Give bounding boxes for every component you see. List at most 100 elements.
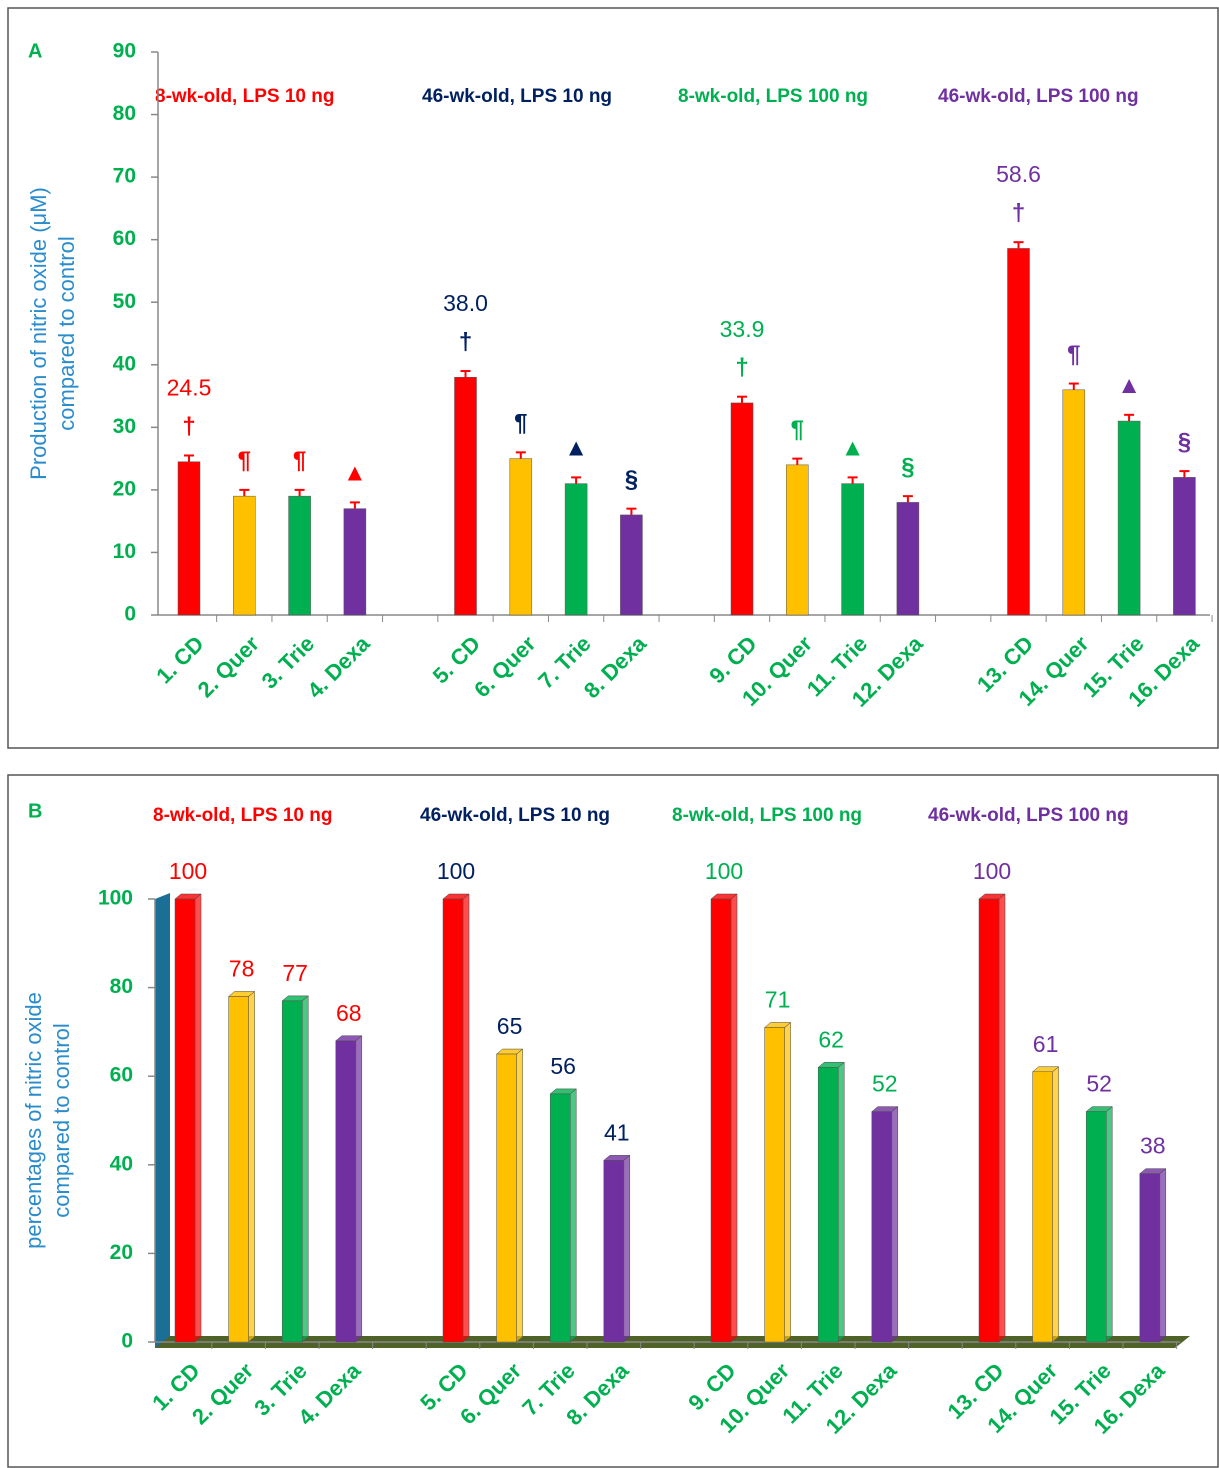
value-label: 58.6 — [996, 161, 1041, 187]
legend-entry: 8-wk-old, LPS 100 ng — [678, 86, 868, 107]
panel-label: A — [28, 40, 42, 62]
bar-side — [623, 1154, 631, 1343]
bar — [603, 1160, 625, 1343]
y-tick-label: 80 — [113, 102, 136, 125]
bar-side — [194, 893, 202, 1343]
y-tick-label: 20 — [113, 477, 136, 500]
bar-side — [462, 893, 470, 1343]
bar-side — [355, 1035, 363, 1343]
bar-side — [569, 1088, 577, 1343]
legend-entry: 46-wk-old, LPS 100 ng — [938, 86, 1139, 107]
bar-side — [891, 1106, 899, 1343]
bar — [710, 898, 732, 1343]
value-label: 100 — [437, 858, 475, 884]
bar — [442, 898, 464, 1343]
value-label: 41 — [604, 1119, 630, 1145]
y-axis-title: compared to control — [54, 236, 79, 430]
bar — [343, 508, 367, 616]
bar — [896, 502, 920, 616]
y-tick-label: 40 — [113, 352, 136, 375]
legend-entry: 46-wk-old, LPS 10 ng — [420, 805, 610, 826]
bar — [1173, 477, 1196, 616]
bar-side — [784, 1021, 791, 1343]
significance-symbol: ▲ — [564, 435, 588, 462]
bar — [288, 495, 311, 616]
x-tick-label: 6. Quer — [455, 1358, 527, 1430]
x-tick-label: 2. Quer — [187, 1358, 259, 1430]
bar — [233, 495, 256, 616]
value-label: 52 — [872, 1071, 898, 1097]
x-tick-label: 2. Quer — [193, 631, 265, 703]
bar — [817, 1067, 839, 1343]
value-label: 77 — [282, 960, 308, 986]
value-label: 100 — [705, 858, 743, 884]
significance-symbol: ¶ — [791, 416, 804, 443]
legend-entry: 8-wk-old, LPS 10 ng — [153, 805, 332, 826]
bar-side — [1105, 1106, 1113, 1343]
y-tick-label: 0 — [124, 603, 136, 626]
bar — [1139, 1173, 1161, 1343]
x-tick-label: 8. Dexa — [579, 630, 652, 703]
value-label: 56 — [550, 1053, 576, 1079]
bar — [1007, 248, 1030, 616]
bar — [786, 464, 809, 616]
bar-side — [1159, 1168, 1167, 1343]
bar — [177, 461, 201, 616]
significance-symbol: † — [459, 328, 472, 355]
bar — [564, 483, 588, 616]
value-label: 100 — [973, 858, 1011, 884]
significance-symbol: ¶ — [293, 447, 306, 474]
bar-side — [837, 1061, 845, 1343]
y-tick-label: 70 — [113, 165, 136, 188]
bar-side — [998, 893, 1006, 1343]
y-tick-label: 30 — [113, 415, 136, 438]
value-label: 71 — [765, 987, 791, 1013]
y-axis-title: Production of nitric oxide (μM) — [26, 187, 51, 480]
y-tick-label: 60 — [113, 227, 136, 250]
bar — [1062, 389, 1086, 616]
value-label: 78 — [229, 956, 255, 982]
significance-symbol: § — [625, 466, 638, 493]
significance-symbol: ▲ — [1117, 372, 1141, 399]
bar — [335, 1040, 357, 1343]
value-label: 62 — [818, 1026, 844, 1052]
back-wall — [155, 893, 170, 1348]
bar — [620, 514, 643, 616]
y-tick-label: 100 — [98, 887, 133, 910]
value-label: 65 — [497, 1013, 523, 1039]
y-tick-label: 20 — [110, 1241, 133, 1264]
legend-entry: 8-wk-old, LPS 100 ng — [672, 805, 862, 826]
bar — [174, 898, 196, 1343]
y-tick-label: 0 — [121, 1330, 133, 1353]
bar — [509, 458, 533, 616]
value-label: 61 — [1033, 1031, 1059, 1057]
y-tick-label: 80 — [110, 975, 133, 998]
significance-symbol: ▲ — [841, 435, 865, 462]
legend-entry: 46-wk-old, LPS 10 ng — [422, 86, 612, 107]
legend-entry: 8-wk-old, LPS 10 ng — [155, 86, 334, 107]
bar — [228, 996, 249, 1343]
significance-symbol: ¶ — [1067, 341, 1080, 368]
value-label: 38 — [1140, 1133, 1166, 1159]
bar — [1117, 420, 1141, 616]
bar-side — [301, 995, 309, 1343]
bar — [730, 402, 754, 616]
significance-symbol: § — [1178, 428, 1191, 455]
value-label: 33.9 — [720, 316, 765, 342]
y-axis-title: percentages of nitric oxide — [21, 992, 46, 1249]
significance-symbol: † — [1012, 200, 1025, 227]
panel-frame — [7, 7, 1219, 749]
value-label: 24.5 — [167, 375, 212, 401]
bar — [841, 483, 864, 616]
bar — [1085, 1111, 1107, 1343]
bar-side — [248, 990, 255, 1343]
y-tick-label: 10 — [113, 540, 136, 563]
significance-symbol: § — [901, 453, 914, 480]
y-tick-label: 90 — [113, 40, 136, 63]
value-label: 52 — [1086, 1071, 1112, 1097]
bar — [549, 1093, 571, 1343]
significance-symbol: ▲ — [343, 460, 367, 487]
value-label: 100 — [169, 858, 207, 884]
y-tick-label: 40 — [110, 1152, 133, 1175]
bar — [871, 1111, 893, 1343]
